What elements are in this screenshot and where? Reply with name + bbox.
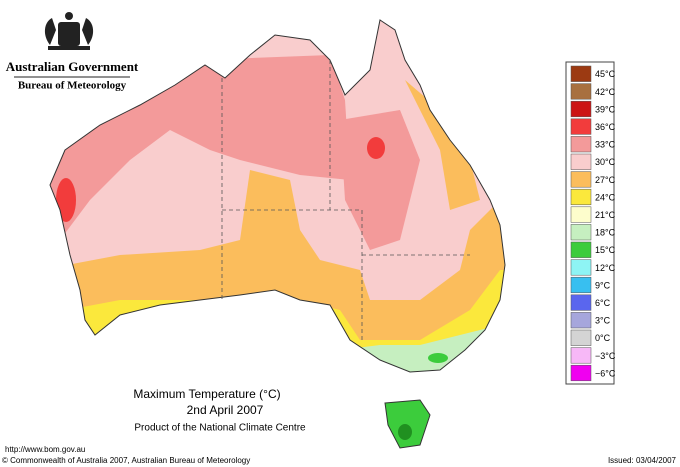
- legend-swatch: [570, 329, 592, 346]
- legend-label: 39°C: [595, 104, 616, 114]
- footer-url: http://www.bom.gov.au: [5, 445, 85, 454]
- legend-label: 3°C: [595, 316, 611, 326]
- legend-swatch: [570, 153, 592, 170]
- legend-label: −3°C: [595, 351, 616, 361]
- legend-label: 15°C: [595, 245, 616, 255]
- legend-label: 33°C: [595, 140, 616, 150]
- legend-swatch: [570, 83, 592, 100]
- legend-label: 12°C: [595, 263, 616, 273]
- legend-label: 27°C: [595, 175, 616, 185]
- map-title: Maximum Temperature (°C): [133, 387, 280, 401]
- legend-label: 9°C: [595, 280, 611, 290]
- legend: 45°C 42°C 39°C 36°C 33°C 30°C 27°C 24°C 21°C 18°C…: [565, 61, 616, 385]
- legend-label: 6°C: [595, 298, 611, 308]
- legend-swatch: [570, 206, 592, 223]
- emblem: [44, 12, 94, 50]
- legend-swatch: [570, 118, 592, 135]
- legend-label: 18°C: [595, 228, 616, 238]
- legend-label: −6°C: [595, 368, 616, 378]
- bureau: Bureau of Meteorology: [18, 80, 127, 92]
- legend-label: 30°C: [595, 157, 616, 167]
- legend-label: 24°C: [595, 192, 616, 202]
- legend-swatch: [570, 224, 592, 241]
- legend-swatch: [570, 100, 592, 118]
- legend-swatch: [570, 241, 592, 258]
- footer-copyright: © Commonwealth of Australia 2007, Austra…: [2, 456, 250, 465]
- legend-swatch: [570, 276, 592, 294]
- legend-label: 21°C: [595, 210, 616, 220]
- map-date: 2nd April 2007: [187, 403, 264, 417]
- footer-issued: Issued: 03/04/2007: [608, 456, 677, 465]
- legend-swatch: [570, 171, 592, 188]
- legend-swatch: [570, 347, 592, 364]
- legend-swatch: [570, 364, 592, 382]
- legend-swatch: [570, 65, 592, 82]
- legend-label: 42°C: [595, 87, 616, 97]
- map-product: Product of the National Climate Centre: [134, 423, 306, 434]
- legend-swatch: [570, 312, 592, 329]
- legend-swatch: [570, 294, 592, 311]
- agency: Australian Government: [6, 59, 139, 74]
- legend-swatch: [570, 188, 592, 206]
- legend-label: 0°C: [595, 333, 611, 343]
- legend-swatch: [570, 259, 592, 276]
- legend-label: 45°C: [595, 69, 616, 79]
- legend-swatch: [570, 136, 592, 153]
- legend-label: 36°C: [595, 122, 616, 132]
